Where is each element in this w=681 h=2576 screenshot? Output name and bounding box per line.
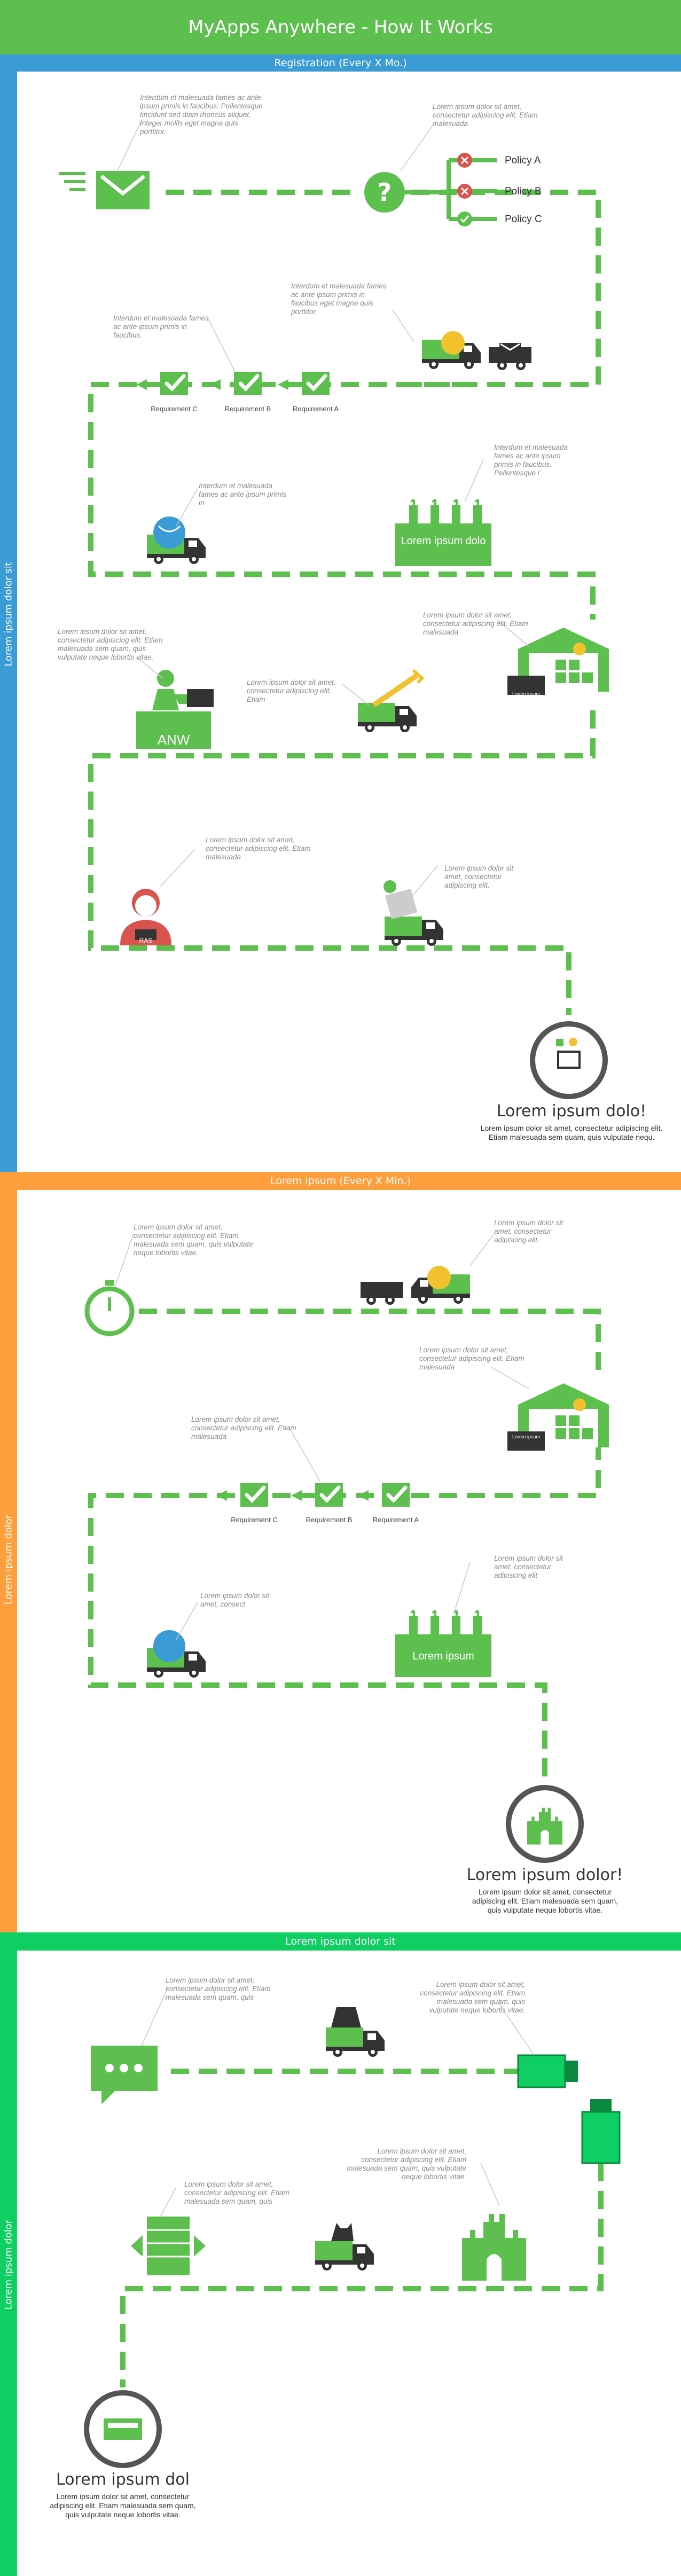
truck-globe-icon	[147, 516, 206, 564]
page-title: MyApps Anywhere - How It Works	[0, 0, 681, 54]
person-badge-icon	[120, 889, 171, 945]
truck-globe-icon-2	[147, 1630, 206, 1678]
side-strip-3	[0, 1951, 17, 2576]
section-header-2: Lorem ipsum (Every X Min.)	[0, 1172, 681, 1190]
policy-a-label: Policy A	[505, 155, 541, 166]
stopwatch-icon	[84, 1280, 135, 1336]
final-body-3: Lorem ipsum dolor sit amet, consectetur …	[50, 2492, 196, 2519]
note-s1-1: Interdum et malesuada fames ac ante ipsu…	[140, 93, 263, 136]
truck-bag-icon	[326, 2007, 385, 2057]
note-s1-5: Interdum et malesuada fames ac ante ipsu…	[199, 482, 287, 507]
truck-receipt-icon	[383, 880, 443, 946]
note-s1-8: Lorem ipsum dolor sit amet, consectetur …	[58, 628, 163, 661]
final-body-1: Lorem ipsum dolor sit amet, consectetur …	[480, 1124, 663, 1141]
note-s3-4: Lorem ipsum dolor sit amet, consectetur …	[184, 2180, 289, 2205]
truck-mail-icon-2	[361, 1266, 470, 1305]
requirement-b-label: Requirement B	[224, 405, 271, 413]
section-header-3: Lorem ipsum dolor sit	[0, 1932, 681, 1951]
final-title-2: Lorem ipsum dolor!	[466, 1866, 623, 1884]
section3-flow	[120, 2069, 604, 2387]
final-body-2: Lorem ipsum dolor sit amet, consectetur …	[472, 1888, 619, 1914]
note-s1-6: Interdum et malesuada fames ac ante ipsu…	[494, 443, 568, 477]
policy-c-label: Policy C	[505, 214, 542, 225]
policy-b-label: Policy B	[505, 186, 542, 197]
badge-label: RAS	[139, 937, 153, 944]
truck-crane-icon	[358, 669, 425, 732]
side-strip-1	[0, 72, 17, 1172]
envelope-icon	[59, 171, 150, 209]
requirement-a-label-2: Requirement A	[373, 1516, 419, 1524]
side-strip-2	[0, 1190, 17, 1932]
chat-icon	[91, 2046, 158, 2104]
note-s1-3: Interdum et malesuada fames ac ante ipsu…	[291, 282, 387, 316]
note-s2-5: Lorem ipsum dolor sit amet, consect	[200, 1592, 270, 1608]
note-s2-2: Lorem ipsum dolor sit amet, consectetur …	[494, 1219, 563, 1244]
factory-label-2: Lorem ipsum	[412, 1650, 474, 1662]
note-s2-1: Lorem ipsum dolor sit amet, consectetur …	[134, 1223, 253, 1257]
factory-icon	[395, 500, 491, 566]
section-header-registration: Registration (Every X Mo.)	[0, 54, 681, 72]
note-s1-11: Lorem ipsum dolor sit amet, consectetur …	[444, 864, 514, 889]
note-s3-1: Lorem ipsum dolor sit amet, consectetur …	[166, 1976, 271, 2001]
note-s1-9: Lorem ipsum dolor sit amet, consectetur …	[247, 678, 336, 703]
final-title-3: Lorem ipsum dol	[56, 2470, 190, 2489]
final-icon-1	[533, 1024, 605, 1097]
note-s2-3: Lorem ipsum dolor sit amet, consectetur …	[419, 1346, 525, 1371]
warehouse-icon	[507, 628, 609, 695]
warehouse-sign-label-2: Lorem ipsum	[512, 1434, 541, 1439]
final-title-1: Lorem ipsum dolo!	[496, 1102, 647, 1121]
factory-label: Lorem ipsum dolo	[401, 535, 486, 547]
final-icon-3	[87, 2393, 159, 2465]
desk-label: ANW	[157, 732, 190, 748]
note-s3-3: Lorem ipsum dolor sit amet, consectetur …	[347, 2147, 466, 2181]
requirement-a-label: Requirement A	[293, 405, 339, 413]
warehouse-sign-label: Lorem ipsum	[512, 691, 541, 696]
callout-lines	[114, 120, 535, 2217]
castle-icon	[462, 2214, 526, 2281]
svg-text:?: ?	[378, 178, 392, 207]
section2-flow	[88, 1309, 601, 1779]
truck-cat-icon	[315, 2223, 374, 2270]
final-icon-2	[508, 1788, 581, 1860]
warehouse-icon-2	[507, 1383, 609, 1451]
desk-person-icon	[136, 670, 214, 749]
question-icon: ?	[364, 172, 405, 213]
note-s1-4: Interdum et malesuada fames ac ante ipsu…	[113, 314, 209, 339]
factory-icon-2	[395, 1611, 491, 1677]
note-s2-6: Lorem ipsum dolor sit amet, consectetur …	[494, 1554, 563, 1579]
requirement-b-label-2: Requirement B	[306, 1516, 353, 1524]
note-s1-2: Lorem ipsum dolor sit amet, consectetur …	[433, 103, 538, 128]
note-s2-4: Lorem ipsum dolor sit amet, consectetur …	[191, 1415, 296, 1440]
connector-horizontal-icon	[517, 2054, 578, 2088]
requirement-c-label-2: Requirement C	[231, 1516, 278, 1524]
note-s3-2: Lorem ipsum dolor sit amet, consectetur …	[420, 1980, 525, 2014]
note-s1-7: Lorem ipsum dolor sit amet, consectetur …	[423, 611, 528, 636]
server-icon	[131, 2217, 206, 2275]
note-s1-10: Lorem ipsum dolor sit amet, consectetur …	[206, 836, 311, 861]
requirement-c-label: Requirement C	[151, 405, 198, 413]
policy-branches	[405, 158, 497, 221]
connector-vertical-icon	[581, 2099, 621, 2164]
truck-mail-icon	[422, 331, 531, 370]
policy-c-check-icon	[457, 212, 472, 226]
